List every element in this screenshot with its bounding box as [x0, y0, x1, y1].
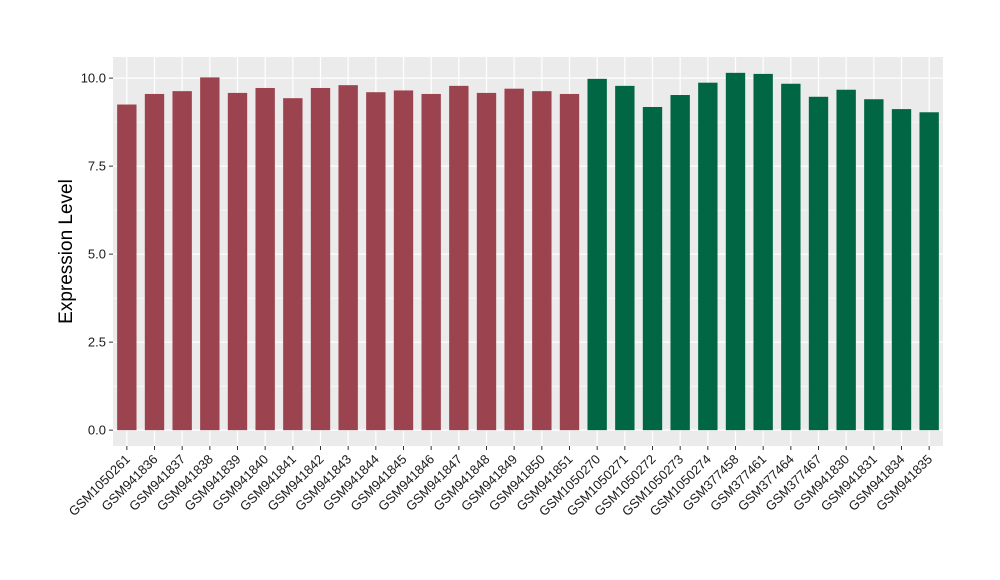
bar-GSM1050270: [587, 78, 607, 431]
y-tick-label: 7.5: [88, 159, 106, 174]
bar-GSM941847: [449, 85, 469, 431]
y-tick-label: 10.0: [81, 71, 106, 86]
bar-GSM941850: [532, 91, 552, 431]
bar-GSM1050274: [698, 82, 718, 431]
bar-GSM941840: [255, 87, 275, 431]
bar-GSM941830: [836, 89, 856, 431]
bar-GSM941834: [891, 109, 912, 431]
bar-GSM377464: [781, 83, 801, 431]
bar-GSM377461: [753, 73, 773, 431]
bar-GSM941836: [144, 93, 165, 431]
y-tick-label: 5.0: [88, 247, 106, 262]
x-axis-ticks: GSM1050261GSM941836GSM941837GSM941838GSM…: [66, 446, 935, 519]
bar-GSM377458: [725, 72, 746, 431]
y-tick-label: 2.5: [88, 335, 106, 350]
bar-GSM941835: [919, 112, 939, 431]
bar-GSM941839: [227, 92, 248, 431]
y-axis-ticks: 0.0 2.5 5.0 7.5 10.0: [81, 71, 113, 438]
bar-GSM941842: [310, 87, 331, 431]
bar-GSM941831: [864, 99, 884, 431]
bar-GSM941845: [393, 90, 414, 431]
bar-GSM941851: [559, 93, 580, 431]
bar-GSM1050272: [642, 106, 663, 431]
bar-GSM941841: [283, 98, 303, 431]
y-tick-label: 0.0: [88, 423, 106, 438]
bar-GSM1050271: [615, 85, 635, 431]
bar-GSM941838: [200, 77, 220, 431]
bar-GSM941843: [338, 85, 358, 431]
bar-GSM1050261: [117, 104, 137, 431]
y-axis-title: Expression Level: [56, 179, 77, 324]
bars: [117, 72, 939, 431]
bar-GSM941848: [476, 92, 497, 431]
bar-GSM377467: [808, 96, 829, 431]
bar-GSM1050273: [670, 95, 690, 431]
bar-GSM941849: [504, 88, 524, 431]
bar-GSM941844: [366, 92, 386, 431]
bar-GSM941846: [421, 93, 441, 431]
bar-GSM941837: [172, 91, 192, 431]
